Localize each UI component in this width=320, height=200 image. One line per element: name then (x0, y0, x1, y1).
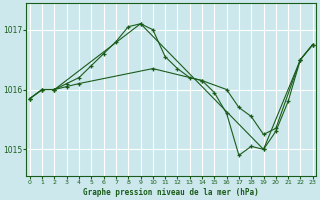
X-axis label: Graphe pression niveau de la mer (hPa): Graphe pression niveau de la mer (hPa) (84, 188, 259, 197)
